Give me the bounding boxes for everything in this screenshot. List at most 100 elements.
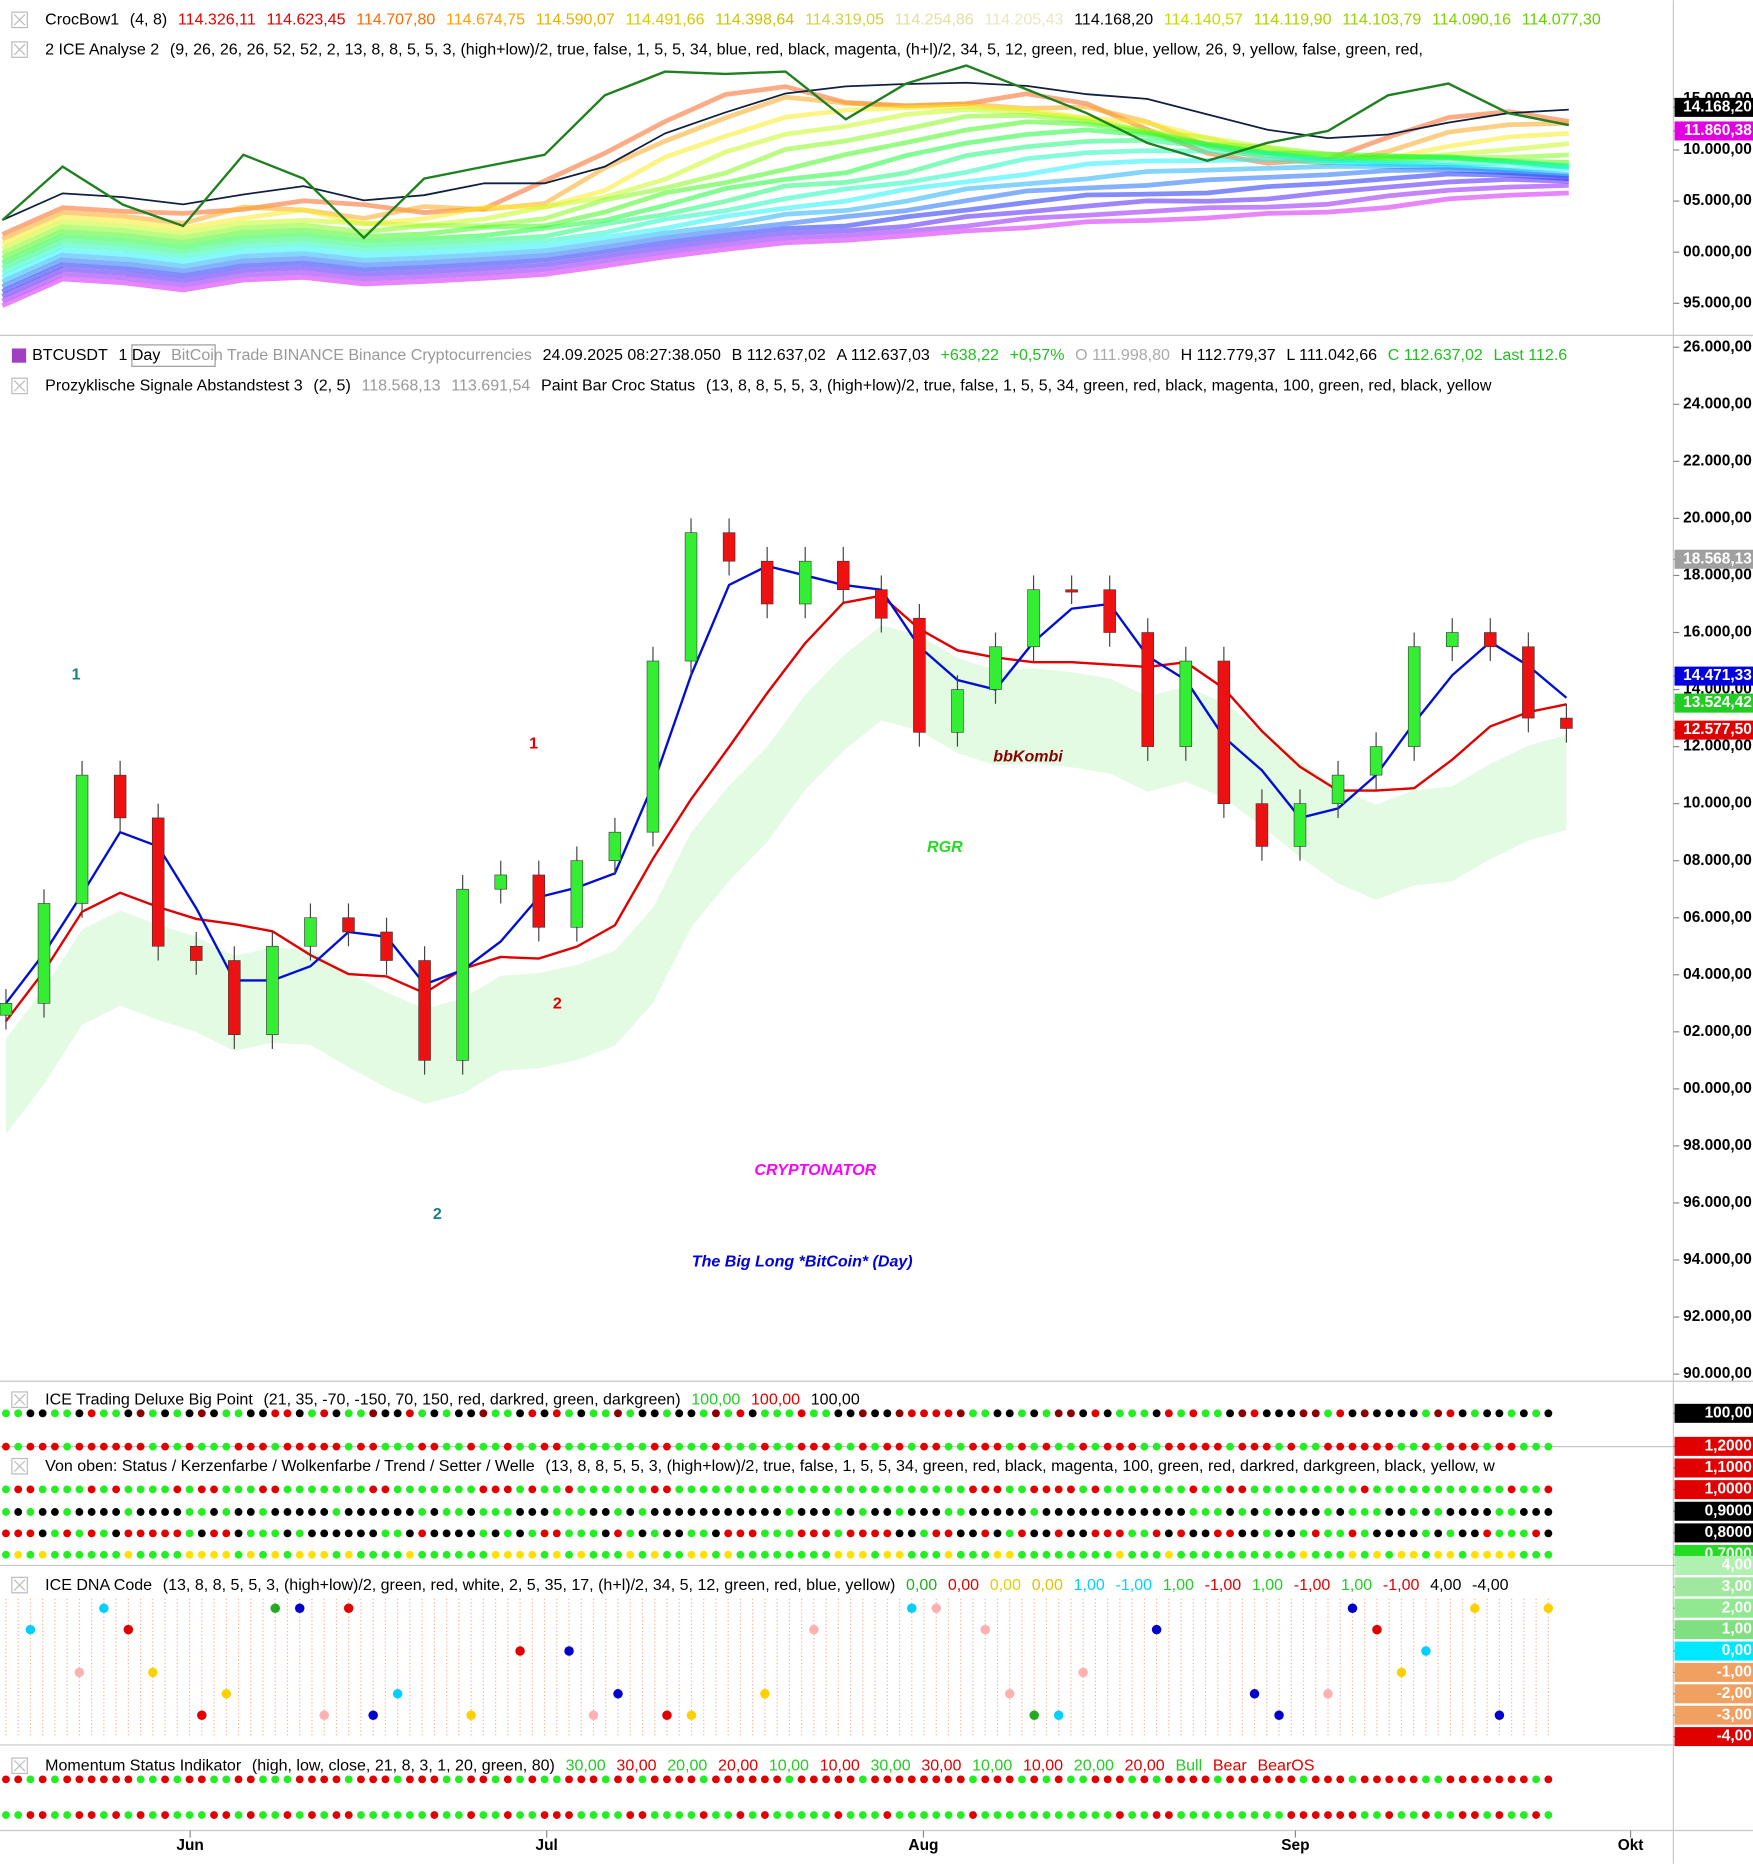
status-dot	[540, 1508, 549, 1516]
status-dot	[479, 1485, 488, 1494]
status-dot	[1018, 1550, 1026, 1559]
status-dot	[858, 1508, 867, 1516]
status-dot	[295, 1442, 304, 1451]
status-dot	[1434, 1529, 1443, 1538]
status-dot	[1311, 1529, 1320, 1538]
toolbar-text: H 112.779,37	[1181, 346, 1276, 364]
status-dot	[1005, 1550, 1014, 1559]
status-dot	[1042, 1529, 1051, 1538]
status-dot	[1360, 1485, 1369, 1494]
status-dot	[1067, 1529, 1075, 1538]
legend-text: 20,00	[1125, 1757, 1165, 1775]
status-dot	[1079, 1485, 1088, 1494]
status-dot	[246, 1529, 255, 1538]
status-dot	[626, 1529, 635, 1538]
status-dot	[1532, 1550, 1541, 1559]
status-dot	[969, 1811, 977, 1819]
status-dot	[161, 1485, 170, 1494]
status-dot	[418, 1811, 427, 1819]
price-marker: 18.568,13	[1683, 550, 1752, 567]
status-dot	[1519, 1485, 1528, 1494]
status-dot	[1324, 1775, 1332, 1784]
status-dot	[1201, 1409, 1210, 1418]
status-dot	[1238, 1811, 1247, 1819]
status-dot	[283, 1775, 292, 1784]
status-dot	[1385, 1442, 1394, 1451]
status-dot	[883, 1508, 892, 1516]
status-dot	[50, 1811, 59, 1819]
status-dot	[663, 1409, 671, 1418]
status-dot	[1373, 1811, 1381, 1819]
status-dot	[503, 1529, 512, 1538]
status-dot	[1152, 1811, 1161, 1819]
status-dot	[161, 1529, 170, 1538]
status-dot	[565, 1442, 573, 1451]
x-tick-label: Jul	[536, 1837, 558, 1854]
legend-text: Bear	[1213, 1757, 1248, 1775]
status-dot	[1324, 1409, 1332, 1418]
status-dot	[1348, 1529, 1357, 1538]
status-dot	[944, 1409, 953, 1418]
legend-text: 114.077,30	[1522, 11, 1601, 29]
status-dot	[173, 1811, 182, 1819]
status-dot	[687, 1508, 696, 1516]
status-dot	[1336, 1811, 1345, 1819]
status-dot	[503, 1442, 512, 1451]
status-dot	[1128, 1811, 1137, 1819]
status-dot	[1067, 1550, 1075, 1559]
status-dot	[626, 1775, 635, 1784]
status-dot	[295, 1529, 304, 1538]
candle	[0, 1003, 13, 1016]
status-dot	[491, 1775, 500, 1784]
status-dot	[210, 1508, 218, 1516]
status-dot	[1103, 1409, 1112, 1418]
candle	[456, 888, 469, 1061]
status-dot	[809, 1529, 818, 1538]
status-dot	[1177, 1508, 1186, 1516]
status-dot	[430, 1529, 439, 1538]
status-dot	[197, 1485, 206, 1494]
status-dot	[1385, 1811, 1394, 1819]
legend-text: 30,00	[616, 1757, 656, 1775]
status-dot	[430, 1775, 439, 1784]
status-dot	[148, 1775, 157, 1784]
status-dot	[540, 1485, 549, 1494]
status-dot	[1091, 1529, 1100, 1538]
status-dot	[834, 1508, 843, 1516]
status-dot	[834, 1442, 843, 1451]
status-dot	[442, 1409, 451, 1418]
status-dot	[259, 1485, 267, 1494]
axis-label-bg	[1674, 1727, 1753, 1747]
status-dot	[75, 1550, 84, 1559]
status-dot	[871, 1442, 879, 1451]
status-dot	[405, 1442, 414, 1451]
status-dot	[1446, 1775, 1455, 1784]
status-dot	[283, 1442, 292, 1451]
status-dot	[712, 1550, 720, 1559]
status-dot	[565, 1550, 573, 1559]
status-dot	[1189, 1508, 1198, 1516]
candle	[570, 860, 584, 928]
legend-text: 100,00	[811, 1390, 860, 1408]
status-dot	[357, 1775, 365, 1784]
status-dot	[785, 1775, 794, 1784]
status-dot	[748, 1811, 757, 1819]
status-dot	[1409, 1529, 1418, 1538]
status-dot	[405, 1409, 414, 1418]
status-dot	[1434, 1485, 1443, 1494]
rainbow-band	[1, 164, 1569, 285]
status-dot	[1311, 1508, 1320, 1516]
timeframe-dropdown[interactable]	[131, 344, 216, 367]
status-dot	[124, 1442, 133, 1451]
status-dot	[920, 1485, 928, 1494]
status-dot	[1360, 1508, 1369, 1516]
status-dot	[430, 1550, 439, 1559]
status-dot	[454, 1811, 463, 1819]
status-dot	[491, 1442, 500, 1451]
status-dot	[124, 1550, 133, 1559]
status-dot	[87, 1485, 96, 1494]
status-dot	[932, 1529, 941, 1538]
status-dot	[454, 1409, 463, 1418]
axis-label: 100,00	[1705, 1404, 1752, 1421]
status-dot	[1164, 1775, 1173, 1784]
